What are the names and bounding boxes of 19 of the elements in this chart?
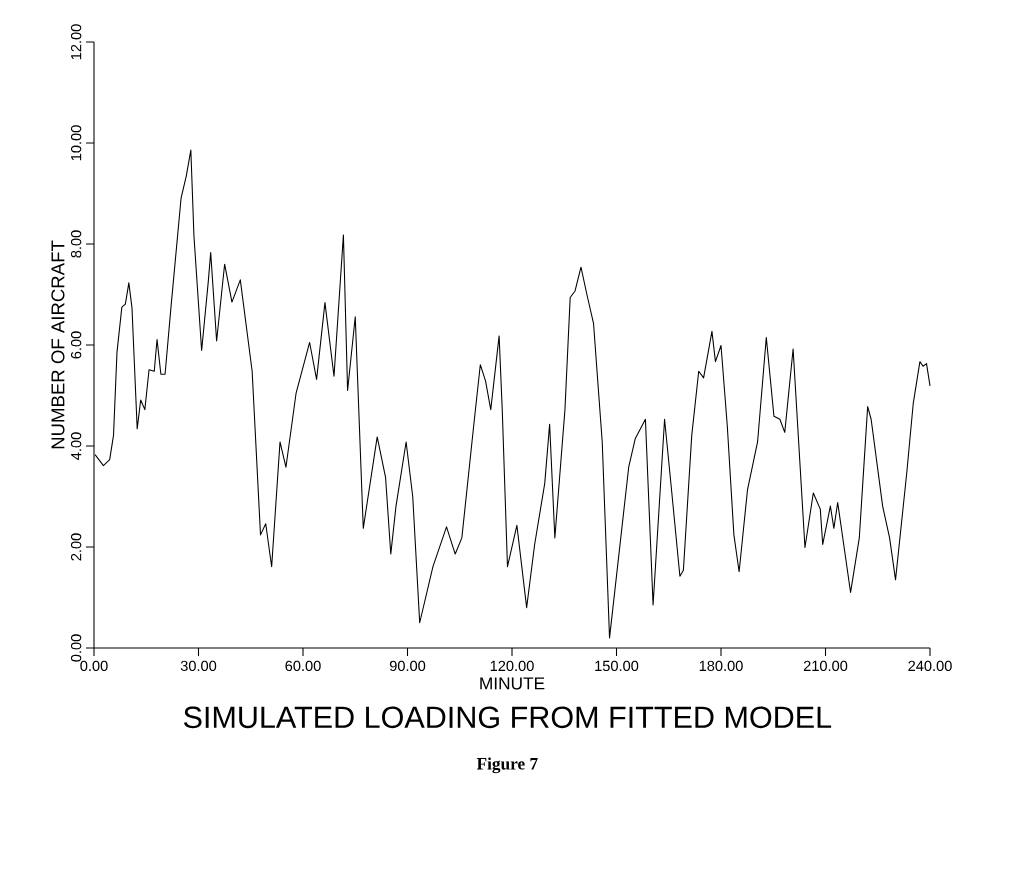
x-axis-title: MINUTE [480, 677, 545, 690]
x-tick-label: 120.00 [490, 660, 534, 672]
x-tick-label: 180.00 [699, 660, 743, 672]
y-axis-title: NUMBER OF AIRCRAFT [51, 240, 65, 449]
y-tick-label: 8.00 [70, 230, 82, 258]
y-tick-label: 12.00 [70, 24, 82, 60]
x-tick-label: 90.00 [389, 660, 426, 672]
x-tick-label: 0.00 [80, 660, 108, 672]
y-tick-label: 6.00 [70, 331, 82, 359]
y-tick-label: 2.00 [70, 533, 82, 561]
x-tick-label: 30.00 [180, 660, 217, 672]
x-tick-label: 240.00 [908, 660, 952, 672]
y-tick-label: 10.00 [70, 125, 82, 161]
x-tick-label: 150.00 [595, 660, 639, 672]
caption: Figure 7 [476, 757, 538, 774]
x-tick-label: 60.00 [285, 660, 321, 672]
text: SIMULATED LOADING FROM FITTED MODEL [183, 706, 832, 729]
y-tick-label: 4.00 [70, 432, 82, 460]
x-tick-label: 210.00 [803, 660, 848, 672]
